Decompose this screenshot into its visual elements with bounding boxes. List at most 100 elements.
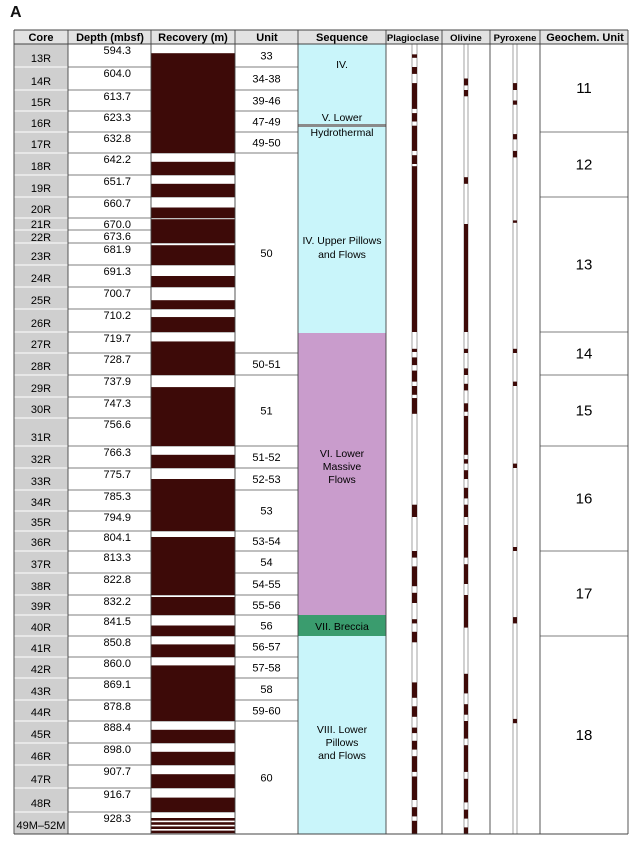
recovery-stripe (151, 818, 235, 821)
olivine-log-segment (464, 487, 468, 499)
depth-label: 813.3 (103, 552, 131, 564)
header-background (14, 30, 628, 44)
unit-label: 39-46 (252, 96, 280, 108)
core-label: 49M–52M (17, 820, 66, 832)
depth-label: 785.3 (103, 491, 131, 503)
core-label: 18R (31, 161, 51, 173)
olivine-log-segment (464, 745, 468, 772)
plagioclase-log-segment (412, 740, 417, 750)
core-label: 47R (31, 774, 51, 786)
unit-label: 56 (260, 621, 272, 633)
recovery-bar (151, 341, 235, 353)
plagioclase-log-segment (412, 551, 417, 558)
recovery-bar (151, 551, 235, 573)
depth-label: 775.7 (103, 469, 131, 481)
recovery-bar (151, 774, 235, 788)
recovery-bar (151, 183, 235, 197)
depth-label: 632.8 (103, 133, 131, 145)
olivine-log-segment (464, 595, 468, 628)
core-label: 26R (31, 318, 51, 330)
core-label: 34R (31, 497, 51, 509)
core-label: 17R (31, 139, 51, 151)
depth-label: 878.8 (103, 701, 131, 713)
core-label: 14R (31, 76, 51, 88)
depth-label: 928.3 (103, 813, 131, 825)
unit-label: 58 (260, 684, 272, 696)
recovery-bar (151, 219, 235, 230)
figure-body: 13R 594.3 14R 604.0 15R 613.7 16R 623.3 17R 632.8… (13, 29, 629, 835)
core-label: 38R (31, 581, 51, 593)
core-label: 37R (31, 559, 51, 571)
sequence-band (298, 636, 386, 834)
plagioclase-log-segment (412, 706, 417, 717)
sequence-boundary-line (298, 124, 386, 127)
olivine-log-segment (464, 470, 468, 479)
plagioclase-log-segment (412, 756, 417, 772)
plagioclase-log-segment (412, 566, 417, 587)
sequence-label: VIII. Lower (317, 724, 368, 736)
recovery-bar (151, 751, 235, 765)
geochem-label: 15 (576, 403, 593, 420)
pyroxene-log-segment (513, 100, 517, 105)
unit-label: 53-54 (252, 536, 280, 548)
core-label: 15R (31, 97, 51, 109)
sequence-label: Hydrothermal (310, 127, 373, 139)
core-label: 46R (31, 751, 51, 763)
core-label: 21R (31, 219, 51, 231)
core-label: 25R (31, 295, 51, 307)
sequence-label: IV. Upper Pillows (303, 235, 382, 247)
depth-label: 681.9 (103, 244, 131, 256)
pyroxene-log-segment (513, 348, 517, 353)
core-label: 13R (31, 53, 51, 65)
depth-label: 841.5 (103, 616, 131, 628)
depth-label: 700.7 (103, 288, 131, 300)
core-label: 42R (31, 664, 51, 676)
plagioclase-log-segment (412, 682, 417, 698)
core-label: 33R (31, 476, 51, 488)
plagioclase-log-segment (412, 348, 417, 352)
core-label: 30R (31, 404, 51, 416)
core-cell (13, 787, 69, 813)
olivine-log-segment (464, 403, 468, 412)
recovery-bar (151, 479, 235, 490)
unit-label: 33 (260, 51, 272, 63)
depth-label: 691.3 (103, 266, 131, 278)
depth-label: 822.8 (103, 574, 131, 586)
recovery-bar (151, 245, 235, 265)
plagioclase-log-segment (412, 113, 417, 122)
pyroxene-log-segment (513, 463, 517, 468)
recovery-bar (151, 511, 235, 531)
depth-label: 888.4 (103, 722, 131, 734)
olivine-log-segment (464, 564, 468, 584)
depth-label: 594.3 (103, 45, 131, 57)
core-label: 45R (31, 729, 51, 741)
olivine-log-segment (464, 673, 468, 694)
unit-label: 51 (260, 406, 272, 418)
depth-label: 623.3 (103, 112, 131, 124)
recovery-bar (151, 700, 235, 721)
recovery-bar (151, 418, 235, 446)
depth-label: 719.7 (103, 333, 131, 345)
plagioclase-log-segment (412, 504, 417, 517)
depth-label: 613.7 (103, 91, 131, 103)
core-label: 23R (31, 251, 51, 263)
sequence-label: Massive (323, 461, 362, 473)
core-label: 36R (31, 537, 51, 549)
depth-label: 660.7 (103, 198, 131, 210)
plagioclase-log-segment (412, 619, 417, 624)
pyroxene-log-segment (513, 220, 517, 223)
sequence-label: and Flows (318, 750, 366, 762)
recovery-bar (151, 111, 235, 132)
core-label: 19R (31, 183, 51, 195)
recovery-bar (151, 397, 235, 418)
olivine-log-segment (464, 778, 468, 803)
header-plagioclase: Plagioclase (387, 33, 439, 44)
olivine-log-segment (464, 704, 468, 715)
recovery-bar (151, 537, 235, 551)
geochem-label: 14 (576, 346, 593, 363)
unit-label: 47-49 (252, 117, 280, 129)
recovery-bar (151, 644, 235, 657)
recovery-bar (151, 454, 235, 468)
olivine-log-segment (464, 525, 468, 558)
geochem-label: 13 (576, 257, 593, 274)
